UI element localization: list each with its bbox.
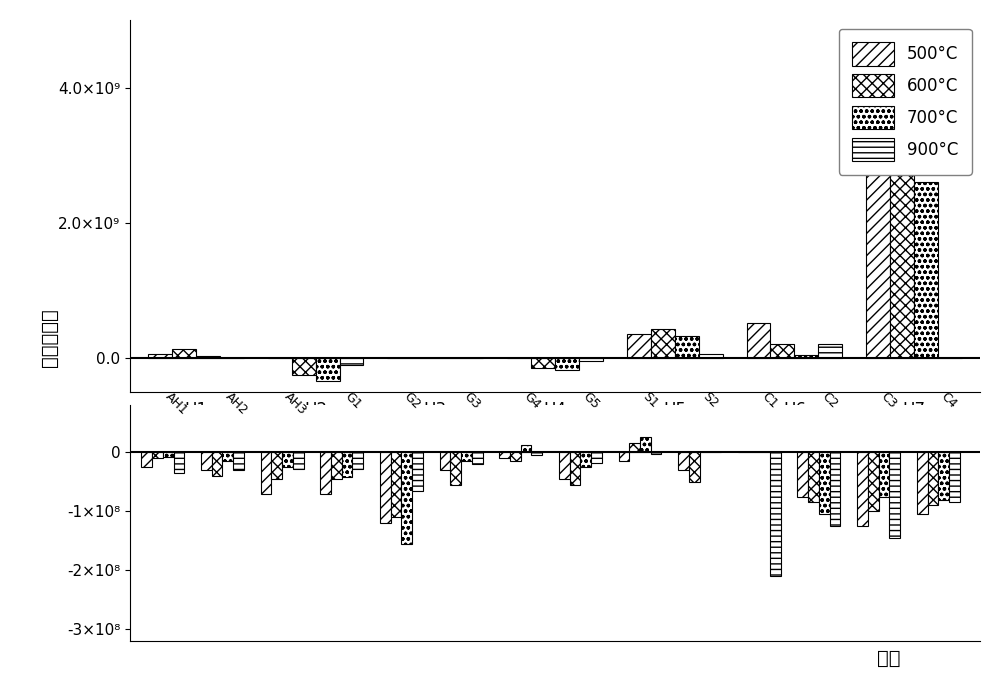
Bar [461,452,472,461]
Bar [747,323,770,358]
Bar [917,452,928,514]
Bar [174,452,184,473]
Bar [818,344,842,358]
Bar [889,452,900,538]
Bar [619,452,629,461]
Bar [794,355,818,358]
Bar [233,452,244,470]
Bar [689,452,700,482]
Bar [570,452,580,485]
Bar [857,452,868,526]
Bar [521,446,531,452]
Bar [292,358,316,375]
Bar [412,452,423,491]
Bar [559,452,570,479]
Bar [222,452,233,461]
Bar [510,452,521,461]
Bar [580,452,591,467]
Bar [866,98,890,358]
Bar [201,452,212,470]
Legend: 500°C, 600°C, 700°C, 900°C: 500°C, 600°C, 700°C, 900°C [839,28,972,175]
Bar [320,452,331,493]
Bar [391,452,401,517]
Bar [629,443,640,452]
Bar [890,81,914,358]
Bar [808,452,819,502]
Bar [579,358,603,361]
Bar [914,182,938,358]
Bar [651,329,675,358]
Bar [316,358,340,381]
Bar [879,452,889,497]
Bar [380,452,391,523]
Bar [212,452,222,476]
Bar [531,358,555,368]
Bar [938,452,949,499]
Bar [699,354,723,358]
Text: 类型: 类型 [876,649,900,668]
Bar [261,452,271,493]
Bar [675,336,699,358]
Bar [331,452,342,479]
Bar [163,452,174,457]
Bar [196,356,220,358]
Bar [830,452,840,526]
Bar [555,358,579,370]
Bar [651,452,661,454]
Bar [148,354,172,358]
Bar [678,452,689,470]
Bar [450,452,461,485]
Bar [401,452,412,544]
Bar [499,452,510,458]
Bar [531,452,542,455]
Bar [440,452,450,470]
Bar [591,452,602,463]
Bar [172,349,196,358]
Bar [819,452,830,514]
Bar [928,452,938,506]
Bar [342,452,352,477]
Bar [770,452,781,576]
Bar [352,452,363,468]
Bar [627,334,651,358]
Bar [141,452,152,467]
Bar [340,358,363,364]
Bar [282,452,293,467]
Bar [293,452,304,468]
Bar [271,452,282,479]
Bar [797,452,808,497]
Bar [472,452,483,464]
Bar [640,437,651,452]
Bar [868,452,879,512]
Bar [152,452,163,458]
Text: 峰面积差値: 峰面积差値 [40,308,59,367]
Bar [949,452,960,502]
Bar [770,344,794,358]
